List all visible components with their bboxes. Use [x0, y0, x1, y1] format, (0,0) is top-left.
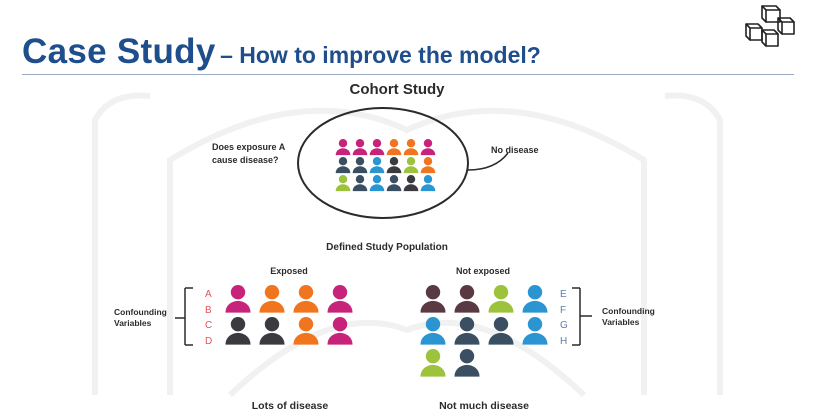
- outcome-left-label: Lots of disease: [252, 400, 329, 412]
- person-icon: [352, 157, 368, 174]
- person-icon: [335, 157, 351, 174]
- person-icon: [420, 157, 436, 174]
- no-disease-label: No disease: [491, 145, 539, 155]
- person-icon: [225, 317, 251, 345]
- letter-g: G: [560, 320, 568, 331]
- person-icon: [259, 285, 285, 313]
- person-icon: [369, 157, 385, 174]
- person-icon: [454, 349, 480, 377]
- confounding-right-line-1: Confounding: [602, 306, 655, 316]
- left-letters: A B C D: [205, 289, 212, 347]
- watermark-background: [92, 92, 723, 398]
- person-icon: [386, 157, 402, 174]
- person-icon: [522, 317, 548, 345]
- person-icon: [386, 139, 402, 156]
- title-subtitle: – How to improve the model?: [220, 42, 541, 68]
- person-icon: [327, 285, 353, 313]
- person-icon: [225, 285, 251, 313]
- person-icon: [386, 175, 402, 192]
- person-icon: [454, 285, 480, 313]
- person-icon: [420, 139, 436, 156]
- person-icon: [369, 139, 385, 156]
- confounding-left-line-2: Variables: [114, 318, 152, 328]
- question-line-2: cause disease?: [212, 155, 279, 165]
- confounding-right-label: Confounding Variables: [602, 306, 657, 327]
- person-icon: [403, 157, 419, 174]
- letter-a: A: [205, 289, 212, 300]
- person-icon: [259, 317, 285, 345]
- person-icon: [488, 285, 514, 313]
- cohort-people-group: [335, 139, 436, 192]
- person-icon: [352, 139, 368, 156]
- letter-c: C: [205, 320, 212, 331]
- question-label: Does exposure A cause disease?: [212, 142, 287, 165]
- letter-h: H: [560, 336, 567, 347]
- person-icon: [420, 349, 446, 377]
- person-icon: [403, 175, 419, 192]
- person-icon: [420, 317, 446, 345]
- person-icon: [293, 317, 319, 345]
- title-divider: [22, 74, 794, 75]
- person-icon: [369, 175, 385, 192]
- cubes-logo-icon: [745, 5, 795, 47]
- letter-d: D: [205, 336, 212, 347]
- person-icon: [293, 285, 319, 313]
- person-icon: [522, 285, 548, 313]
- question-line-1: Does exposure A: [212, 142, 286, 152]
- letter-f: F: [560, 305, 566, 316]
- person-icon: [403, 139, 419, 156]
- person-icon: [420, 285, 446, 313]
- person-icon: [335, 139, 351, 156]
- right-bracket: [572, 287, 592, 346]
- title-main: Case Study: [22, 32, 216, 71]
- person-icon: [352, 175, 368, 192]
- person-icon: [488, 317, 514, 345]
- not-exposed-people-group: [420, 285, 548, 377]
- person-icon: [327, 317, 353, 345]
- exposed-people-group: [225, 285, 353, 345]
- confounding-left-line-1: Confounding: [114, 307, 167, 317]
- population-label: Defined Study Population: [326, 242, 448, 253]
- letter-b: B: [205, 305, 212, 316]
- left-bracket: [175, 287, 193, 346]
- outcome-right-label: Not much disease: [439, 400, 529, 412]
- person-icon: [335, 175, 351, 192]
- study-population-ellipse: [297, 107, 469, 219]
- person-icon: [454, 317, 480, 345]
- confounding-left-label: Confounding Variables: [114, 307, 169, 328]
- not-exposed-label: Not exposed: [456, 266, 510, 276]
- right-letters: E F G H: [560, 289, 568, 347]
- slide-title: Case Study – How to improve the model?: [22, 32, 541, 72]
- exposed-label: Exposed: [270, 266, 308, 276]
- no-disease-pointer: [467, 152, 509, 171]
- letter-e: E: [560, 289, 567, 300]
- confounding-right-line-2: Variables: [602, 317, 640, 327]
- cohort-study-title: Cohort Study: [350, 81, 446, 98]
- person-icon: [420, 175, 436, 192]
